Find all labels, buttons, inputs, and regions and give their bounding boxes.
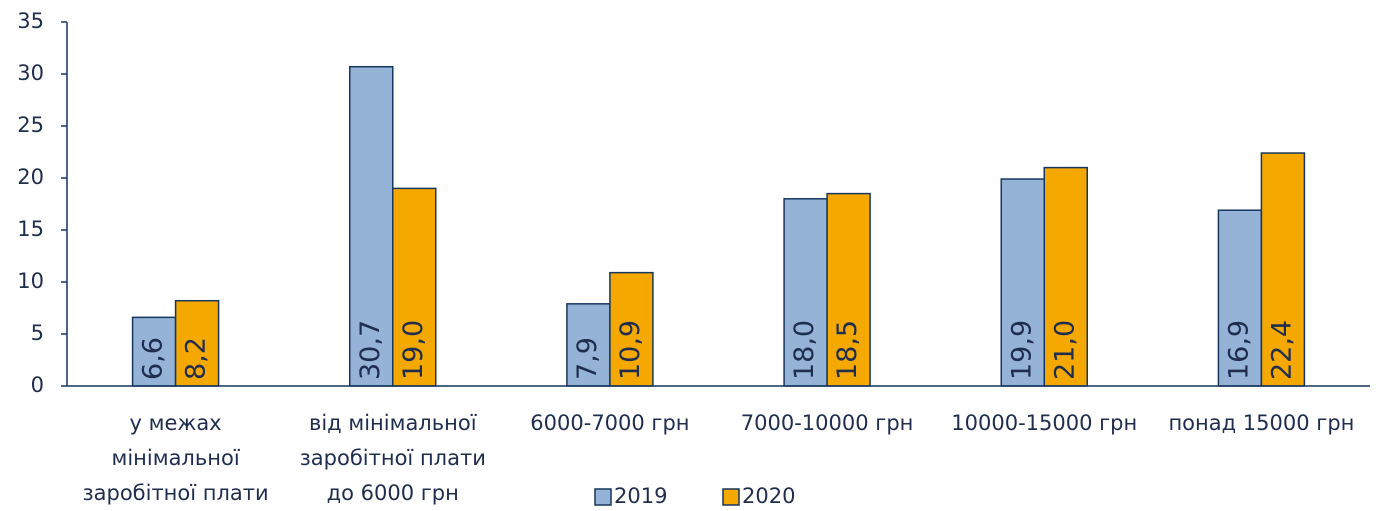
bar [826, 192, 871, 387]
value-label: 18,5 [832, 320, 863, 380]
value-label: 18,0 [789, 320, 820, 380]
x-tick-label: заробітної плати [300, 446, 486, 470]
x-tick-label: мінімальної [111, 446, 239, 470]
bar [1043, 166, 1088, 387]
x-tick-label: 6000-7000 грн [530, 411, 689, 435]
y-tick-label: 35 [17, 9, 44, 33]
value-label: 10,9 [615, 320, 646, 380]
value-label: 21,0 [1049, 320, 1080, 380]
legend-swatch [594, 488, 612, 506]
y-tick-label: 5 [31, 321, 44, 345]
y-tick-label: 30 [17, 61, 44, 85]
x-tick-label: у межах [130, 411, 222, 435]
bar [783, 198, 828, 387]
value-label: 30,7 [355, 320, 386, 380]
y-tick-label: 15 [17, 217, 44, 241]
bar [1217, 209, 1263, 387]
value-label: 8,2 [181, 337, 212, 380]
x-tick-label: заробітної плати [82, 481, 268, 505]
legend-label: 2019 [614, 484, 667, 508]
value-label: 6,6 [138, 337, 169, 380]
x-tick-label: від мінімальної [309, 411, 477, 435]
bar [131, 316, 177, 387]
legend-label: 2020 [742, 484, 795, 508]
y-tick-label: 25 [17, 113, 44, 137]
bar [609, 271, 654, 387]
value-label: 19,9 [1006, 320, 1037, 380]
x-tick-label: 7000-10000 грн [741, 411, 914, 435]
value-label: 16,9 [1223, 320, 1254, 380]
x-tick-label: 10000-15000 грн [951, 411, 1137, 435]
value-label: 19,0 [398, 320, 429, 380]
legend-swatch [722, 488, 740, 506]
y-tick-label: 0 [31, 373, 44, 397]
x-tick-label: до 6000 грн [327, 481, 459, 505]
value-label: 7,9 [572, 337, 603, 380]
value-label: 22,4 [1266, 320, 1297, 380]
y-tick-label: 10 [17, 269, 44, 293]
x-tick-label: понад 15000 грн [1168, 411, 1354, 435]
y-tick-label: 20 [17, 165, 44, 189]
bar [392, 187, 437, 387]
